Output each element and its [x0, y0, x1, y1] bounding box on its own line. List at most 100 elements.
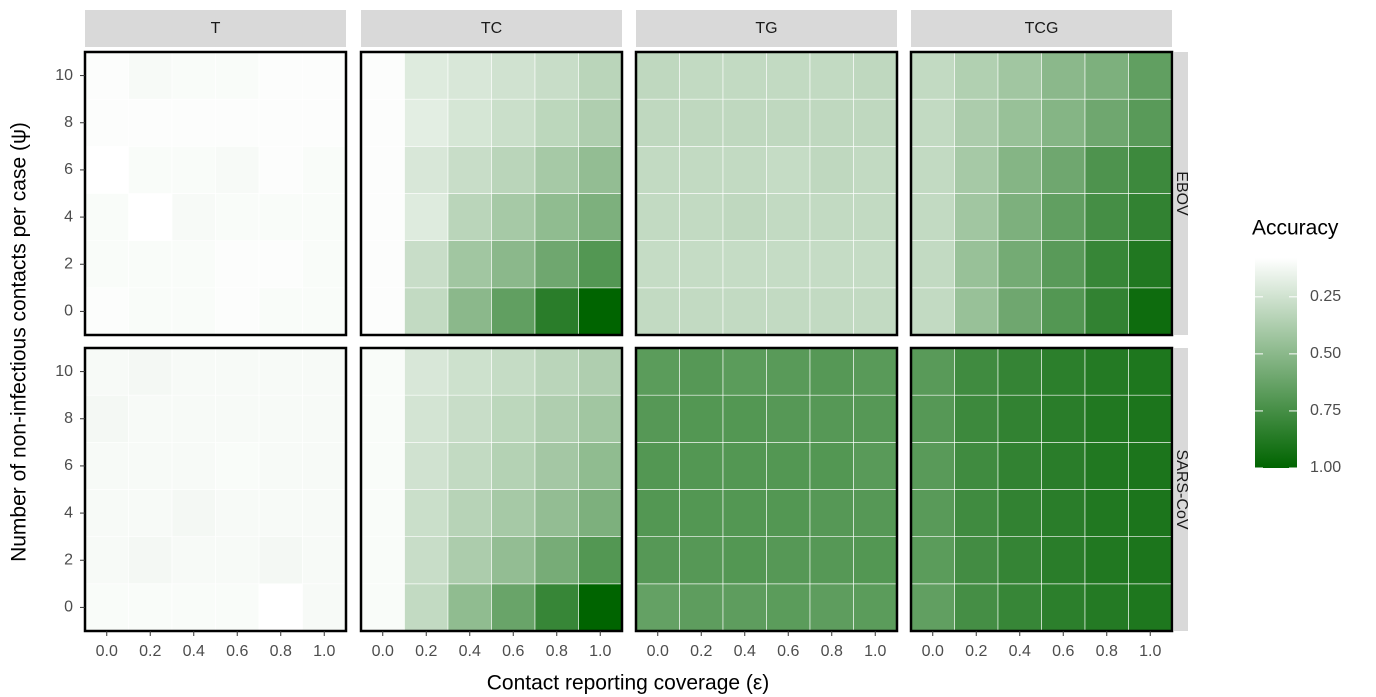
heat-tile [491, 583, 536, 632]
heat-tile [954, 394, 999, 443]
heat-tile [1041, 240, 1086, 289]
heat-tile [766, 51, 811, 100]
heat-tile [578, 347, 623, 396]
heat-tile [171, 287, 216, 336]
heat-tile [534, 583, 579, 632]
x-tick-label: 0.0 [96, 643, 118, 660]
row-label: SARS-CoV [1173, 449, 1190, 529]
heat-tile [766, 240, 811, 289]
strip [361, 10, 622, 47]
heat-tile [635, 489, 680, 537]
heat-tile [360, 489, 405, 537]
heat-tile [910, 51, 955, 100]
heat-tile [258, 347, 303, 396]
heat-tile [171, 240, 216, 289]
y-tick-label: 2 [64, 255, 73, 272]
heat-tile [447, 240, 492, 289]
heat-tile [766, 98, 811, 147]
y-axis-title: Number of non-infectious contacts per ca… [8, 122, 31, 562]
heat-tile [1084, 146, 1129, 194]
heat-tile [534, 347, 579, 396]
heat-tile [258, 442, 303, 490]
heat-tile [447, 583, 492, 632]
heat-tile [171, 51, 216, 100]
heat-tile [447, 287, 492, 336]
heat-tile [302, 442, 347, 490]
heat-tile [722, 240, 767, 289]
heat-tile [910, 583, 955, 632]
heat-tile [215, 394, 260, 443]
heat-tile [215, 146, 260, 194]
heat-tile [84, 583, 129, 632]
heat-tile [1084, 347, 1129, 396]
heat-tile [722, 51, 767, 100]
heat-tile [84, 193, 129, 241]
heat-tile [215, 287, 260, 336]
heat-tile [1128, 193, 1173, 241]
heat-tile [215, 489, 260, 537]
heat-tile [447, 442, 492, 490]
heat-tile [910, 287, 955, 336]
heat-tile [809, 146, 854, 194]
x-tick-label: 1.0 [1139, 643, 1161, 660]
heat-tile [954, 442, 999, 490]
heat-tile [910, 146, 955, 194]
heat-tile [491, 347, 536, 396]
heat-tile [910, 442, 955, 490]
heat-tile [534, 98, 579, 147]
heat-tile [722, 536, 767, 585]
heat-tile [447, 98, 492, 147]
heat-tile [766, 536, 811, 585]
heat-tile [447, 193, 492, 241]
heat-tile [766, 489, 811, 537]
x-tick-label: 0.4 [183, 643, 205, 660]
column-label: TC [481, 20, 502, 37]
heat-tile [404, 442, 449, 490]
heat-tile [302, 146, 347, 194]
heat-tile [534, 489, 579, 537]
panel-border [359, 346, 624, 633]
heat-tile [491, 240, 536, 289]
heat-tile [171, 394, 216, 443]
heat-tile [534, 193, 579, 241]
heat-tile [954, 193, 999, 241]
heat-tile [853, 347, 898, 396]
heat-tile [635, 240, 680, 289]
heat-tile [84, 536, 129, 585]
x-tick-label: 0.6 [1052, 643, 1074, 660]
heat-tile [1128, 442, 1173, 490]
x-tick-label: 0.8 [821, 643, 843, 660]
y-tick-label: 10 [55, 67, 73, 84]
heat-tile [1128, 583, 1173, 632]
heat-tile [766, 193, 811, 241]
heat-tile [447, 51, 492, 100]
heat-tile [491, 394, 536, 443]
heat-tile [1084, 489, 1129, 537]
y-tick-label: 0 [64, 303, 73, 320]
heat-tile [910, 489, 955, 537]
colorbar-tick-label: 0.50 [1310, 345, 1341, 362]
heat-tile [128, 146, 173, 194]
heat-tile [360, 146, 405, 194]
heat-tile [853, 536, 898, 585]
heat-tile [853, 51, 898, 100]
heat-tile [491, 51, 536, 100]
heat-tile [534, 394, 579, 443]
heat-tile [910, 240, 955, 289]
heat-tile [853, 287, 898, 336]
heat-tile [722, 98, 767, 147]
heat-tile [84, 489, 129, 537]
heat-tile [578, 287, 623, 336]
heat-tile [258, 146, 303, 194]
heat-tile [302, 347, 347, 396]
heat-tile [447, 394, 492, 443]
panel-border [909, 346, 1174, 633]
heat-tile [128, 347, 173, 396]
x-tick-label: 0.8 [270, 643, 292, 660]
x-tick-label: 0.6 [777, 643, 799, 660]
x-tick-label: 0.4 [459, 643, 481, 660]
x-tick-label: 0.2 [690, 643, 712, 660]
heat-tile [302, 583, 347, 632]
heat-tile [1041, 442, 1086, 490]
